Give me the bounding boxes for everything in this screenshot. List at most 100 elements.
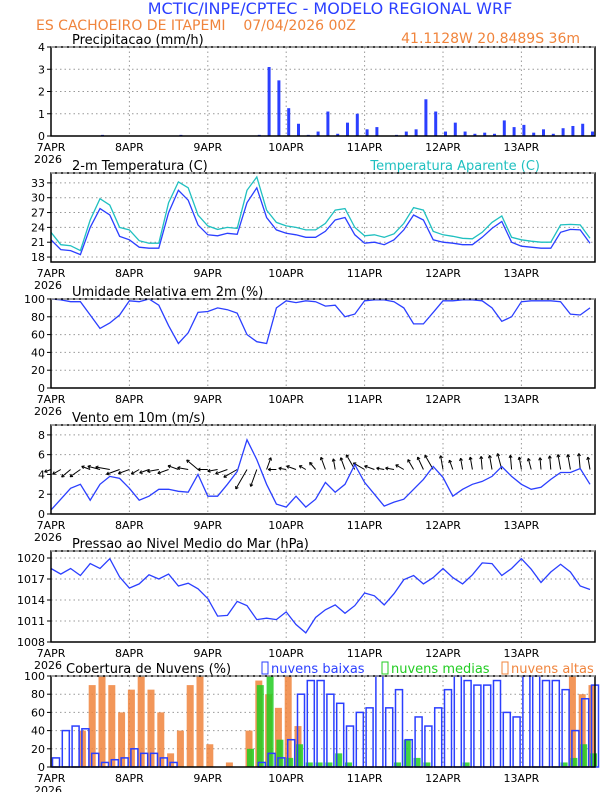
bar-nuvens-medias: [266, 676, 274, 767]
y-tick-label: 21: [31, 236, 45, 249]
panels: 7APR 8APR 9APR 10APR 11APR 12APR 13APR20260123…: [17, 33, 600, 792]
panel-temp: 7APR 8APR 9APR 10APR 11APR 12APR 13APR 2026 18 21…: [31, 159, 596, 292]
wind-vector: [395, 464, 405, 470]
bar-nuvens-medias: [335, 753, 343, 767]
bar-nuvens-baixas: [492, 679, 502, 768]
wind-vector: [364, 465, 375, 470]
bar-nuvens-altas: [196, 676, 204, 767]
wind-vector-head: [207, 468, 211, 472]
bar-nuvens-baixas: [473, 684, 482, 768]
bar-nuvens-medias: [413, 757, 421, 767]
bar-nuvens-altas: [568, 676, 576, 767]
wind-vector-head: [340, 457, 344, 460]
x-tick-label: 10APR: [268, 141, 304, 154]
x-tick-label: 10APR: [268, 647, 304, 660]
x-tick-label: 12APR: [425, 519, 461, 532]
wind-vector-head: [267, 467, 272, 470]
y-tick-label: 30: [31, 192, 45, 205]
wind-vector: [340, 457, 346, 470]
bar-nuvens-medias: [276, 739, 284, 767]
plot-frame: [50, 550, 596, 643]
wind-vector: [44, 469, 52, 473]
panel-precip: 7APR 8APR 9APR 10APR 11APR 12APR 13APR 2026 0 1 2 3…: [34, 33, 596, 166]
wind-vector-head: [364, 464, 368, 467]
plot-frame: [50, 424, 596, 515]
bar-precipitacao: [365, 129, 369, 136]
wind-vector-head: [587, 456, 591, 460]
y-tick-label: 60: [31, 329, 45, 342]
line-umidade: [50, 298, 591, 345]
wind-vector: [69, 469, 81, 478]
wind-vector-head: [52, 471, 55, 475]
wind-vector-head: [147, 469, 151, 472]
bar-nuvens-altas: [176, 730, 184, 767]
y-tick-label: 1014: [17, 594, 45, 607]
wind-vector-head: [549, 455, 552, 459]
bar-nuvens-altas: [127, 689, 135, 767]
bar-nuvens-baixas: [384, 707, 394, 768]
wind-vector: [139, 469, 150, 474]
wind-vector: [549, 455, 552, 470]
wind-vector-head: [417, 456, 421, 460]
bar-nuvens-medias: [560, 762, 568, 767]
bar-nuvens-medias: [423, 762, 431, 767]
y-tick-label: 1020: [17, 552, 45, 565]
x-tick-label: 12APR: [425, 267, 461, 280]
bar-nuvens-altas: [274, 707, 282, 767]
bar-nuvens-medias: [247, 748, 254, 767]
bar-nuvens-baixas: [433, 707, 443, 768]
x-year-label: 2026: [34, 405, 62, 418]
x-tick-label: 8APR: [115, 647, 144, 660]
wind-vector: [157, 469, 169, 474]
wind-vector-head: [44, 469, 47, 473]
bar-nuvens-baixas: [463, 679, 472, 768]
bar-nuvens-medias: [256, 685, 264, 767]
y-tick-label: 4: [38, 468, 45, 481]
x-tick-label: 13APR: [503, 647, 539, 660]
x-tick-label: 10APR: [268, 772, 304, 785]
bar-nuvens-medias: [325, 762, 333, 767]
bar-precipitacao: [375, 127, 379, 136]
x-tick-label: 8APR: [115, 519, 144, 532]
bar-precipitacao: [581, 123, 585, 136]
header-title: MCTIC/INPE/CPTEC - MODELO REGIONAL WRF: [148, 0, 513, 18]
panel-rh: 7APR 8APR 9APR 10APR 11APR 12APR 13APR 2026 0 20 4…: [24, 285, 596, 418]
line-temperatura-aparente-c-: [50, 175, 591, 252]
wind-vector: [309, 462, 316, 470]
wind-vector-head: [489, 455, 492, 458]
wind-vector: [131, 469, 140, 475]
wind-vector-head: [460, 457, 463, 461]
bar-precipitacao: [414, 129, 418, 136]
legend-swatch: [261, 661, 269, 675]
legend-label: nuvens baixas: [271, 662, 365, 677]
wind-vector: [106, 469, 120, 475]
wind-vector-head: [157, 470, 161, 474]
wind-vector: [567, 454, 571, 470]
bar-nuvens-medias: [580, 744, 588, 767]
x-tick-label: 10APR: [268, 267, 304, 280]
bar-precipitacao: [287, 108, 291, 136]
y-tick-label: 27: [31, 207, 45, 220]
legend-label: Temperatura Aparente (C): [369, 159, 540, 174]
x-year-label: 2026: [34, 784, 62, 792]
x-tick-label: 8APR: [115, 772, 144, 785]
y-tick-label: 0: [38, 761, 45, 774]
bar-nuvens-medias: [286, 757, 294, 767]
y-tick-label: 100: [24, 670, 45, 683]
x-tick-label: 11APR: [347, 141, 383, 154]
bar-nuvens-baixas: [443, 688, 453, 768]
bar-precipitacao: [512, 127, 516, 136]
x-year-label: 2026: [34, 153, 62, 166]
y-tick-label: 8: [38, 429, 45, 442]
x-tick-label: 8APR: [115, 393, 144, 406]
x-tick-label: 8APR: [115, 267, 144, 280]
bar-precipitacao: [571, 125, 575, 136]
wind-vector: [299, 465, 307, 470]
bar-precipitacao: [561, 128, 565, 136]
x-tick-label: 7APR: [37, 141, 66, 154]
bar-precipitacao: [326, 111, 330, 136]
wind-vector: [407, 459, 415, 470]
header-coords: 41.1128W 20.8489S 36m: [401, 31, 580, 47]
y-tick-label: 1011: [17, 615, 45, 628]
wind-vector: [440, 455, 444, 470]
